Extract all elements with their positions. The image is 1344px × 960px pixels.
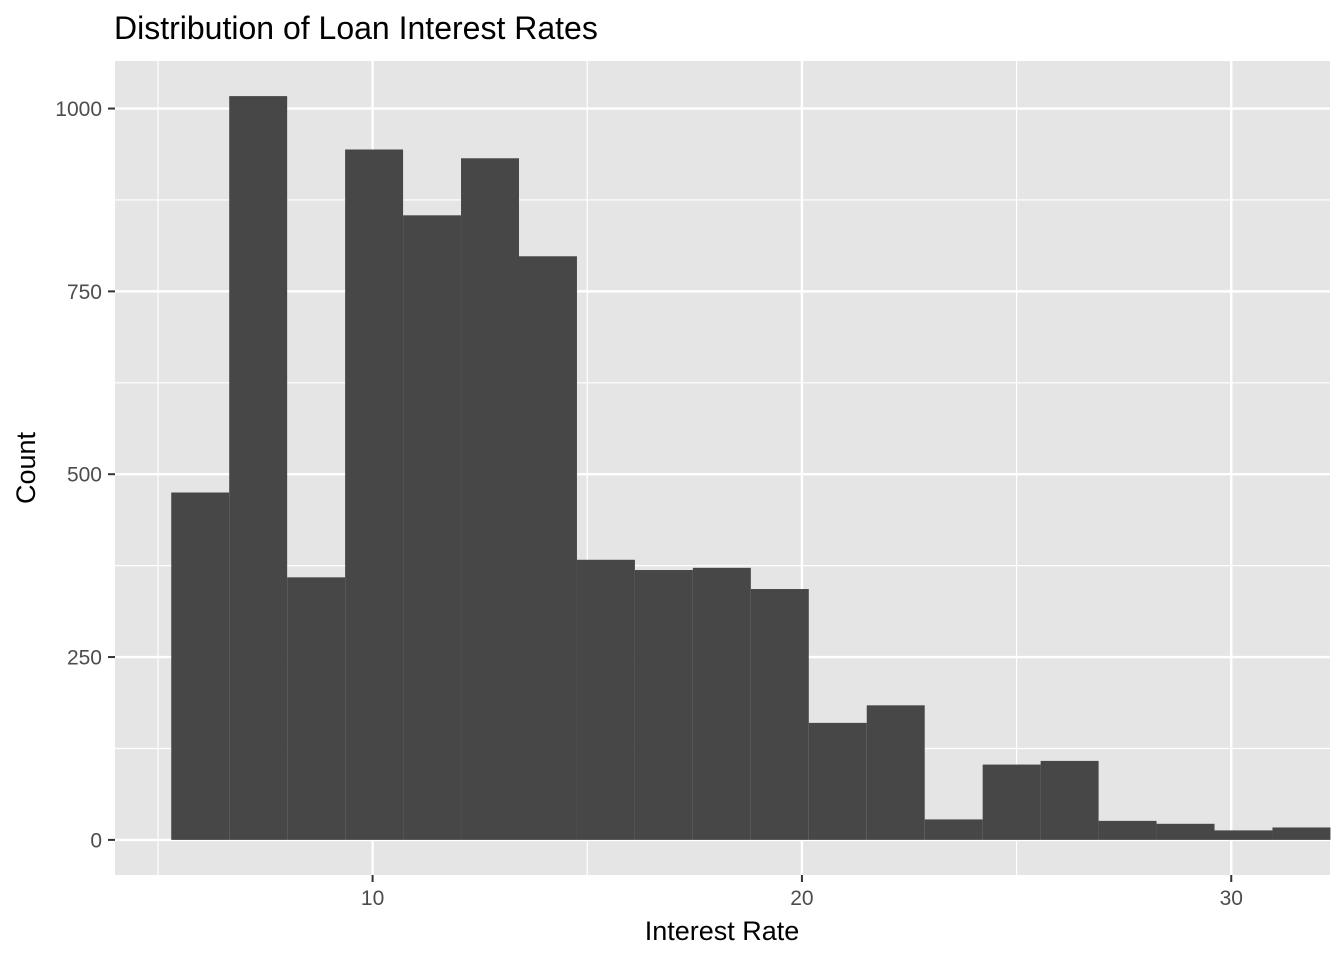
- histogram-bar: [808, 722, 867, 840]
- y-tick-label: 500: [67, 464, 102, 487]
- histogram-bar: [576, 559, 635, 840]
- histogram-bar: [1040, 760, 1099, 840]
- y-axis-title: Count: [11, 431, 41, 504]
- histogram-bar: [982, 764, 1041, 840]
- y-tick-label: 750: [67, 281, 102, 304]
- y-tick-label: 250: [67, 647, 102, 670]
- histogram-bar: [1156, 823, 1215, 840]
- histogram-bar: [692, 567, 751, 840]
- histogram-bar: [171, 492, 230, 840]
- histogram-bar: [345, 149, 404, 840]
- histogram-bar: [1214, 830, 1273, 840]
- histogram-bar: [518, 256, 577, 840]
- histogram-bar: [403, 215, 462, 840]
- histogram-bar: [461, 158, 519, 840]
- y-tick-label: 0: [90, 829, 102, 852]
- histogram-bar: [634, 570, 693, 840]
- y-tick-label: 1000: [55, 98, 102, 121]
- histogram-bar: [1098, 820, 1157, 840]
- histogram-bar: [750, 589, 809, 840]
- x-tick-label: 30: [1220, 887, 1243, 910]
- histogram-bar: [287, 577, 346, 840]
- y-axis: 0 250 500 750 1000: [55, 98, 115, 852]
- histogram-bar: [1272, 827, 1331, 840]
- histogram-bar: [229, 96, 288, 840]
- x-axis: 10 20 30: [361, 875, 1243, 910]
- x-axis-title: Interest Rate: [645, 916, 800, 946]
- histogram-bar: [866, 705, 925, 840]
- x-tick-label: 20: [790, 887, 813, 910]
- x-tick-label: 10: [361, 887, 384, 910]
- chart-title: Distribution of Loan Interest Rates: [114, 10, 598, 46]
- histogram-bars: [171, 96, 1331, 840]
- histogram-bar: [924, 819, 983, 840]
